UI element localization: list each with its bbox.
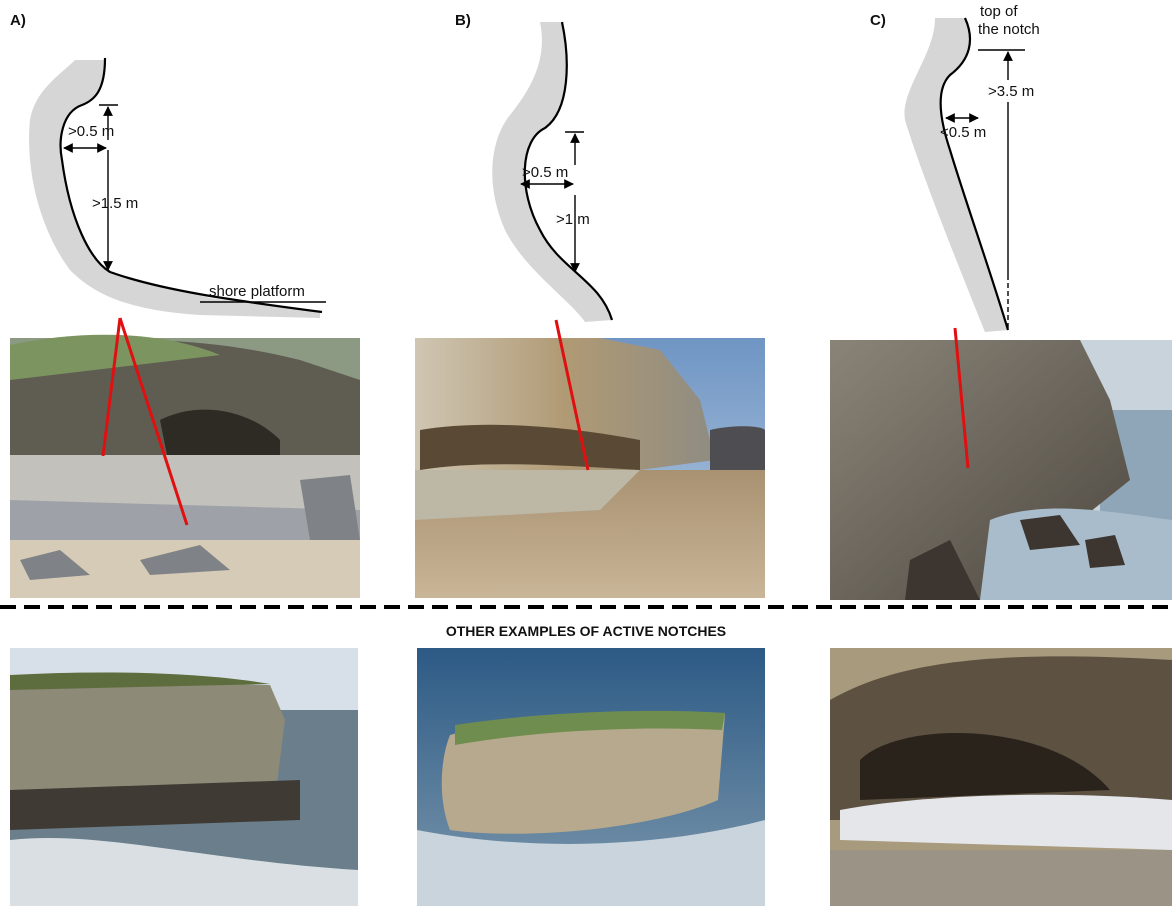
panel-label: A) [10, 12, 26, 29]
annotation: >3.5 m [988, 83, 1034, 100]
panel-label: B) [455, 12, 471, 29]
annotation: >1 m [556, 211, 590, 228]
panel-a-diagram: A) >0.5 m >1.5 m shore platform [10, 12, 326, 318]
red-marker [118, 317, 189, 526]
photo-e [417, 648, 765, 906]
red-marker [554, 319, 590, 471]
annotation: shore platform [209, 283, 305, 300]
annotation: the notch [978, 21, 1040, 38]
red-marker [101, 317, 122, 457]
panel-c-diagram: C) top of the notch >3.5 m <0.5 m [870, 3, 1040, 332]
annotation: top of [980, 3, 1018, 20]
annotation: >0.5 m [68, 123, 114, 140]
photo-b [415, 338, 765, 598]
annotation: <0.5 m [940, 124, 986, 141]
annotation: >1.5 m [92, 195, 138, 212]
photo-d [10, 648, 358, 906]
panel-b-diagram: B) >0.5 m >1 m [455, 12, 614, 322]
photo-f [830, 648, 1172, 906]
red-marker [953, 327, 970, 469]
section-title: OTHER EXAMPLES OF ACTIVE NOTCHES [446, 623, 726, 639]
photo-a [10, 334, 360, 598]
photo-c [830, 340, 1172, 600]
panel-label: C) [870, 12, 886, 29]
annotation: >0.5 m [522, 164, 568, 181]
